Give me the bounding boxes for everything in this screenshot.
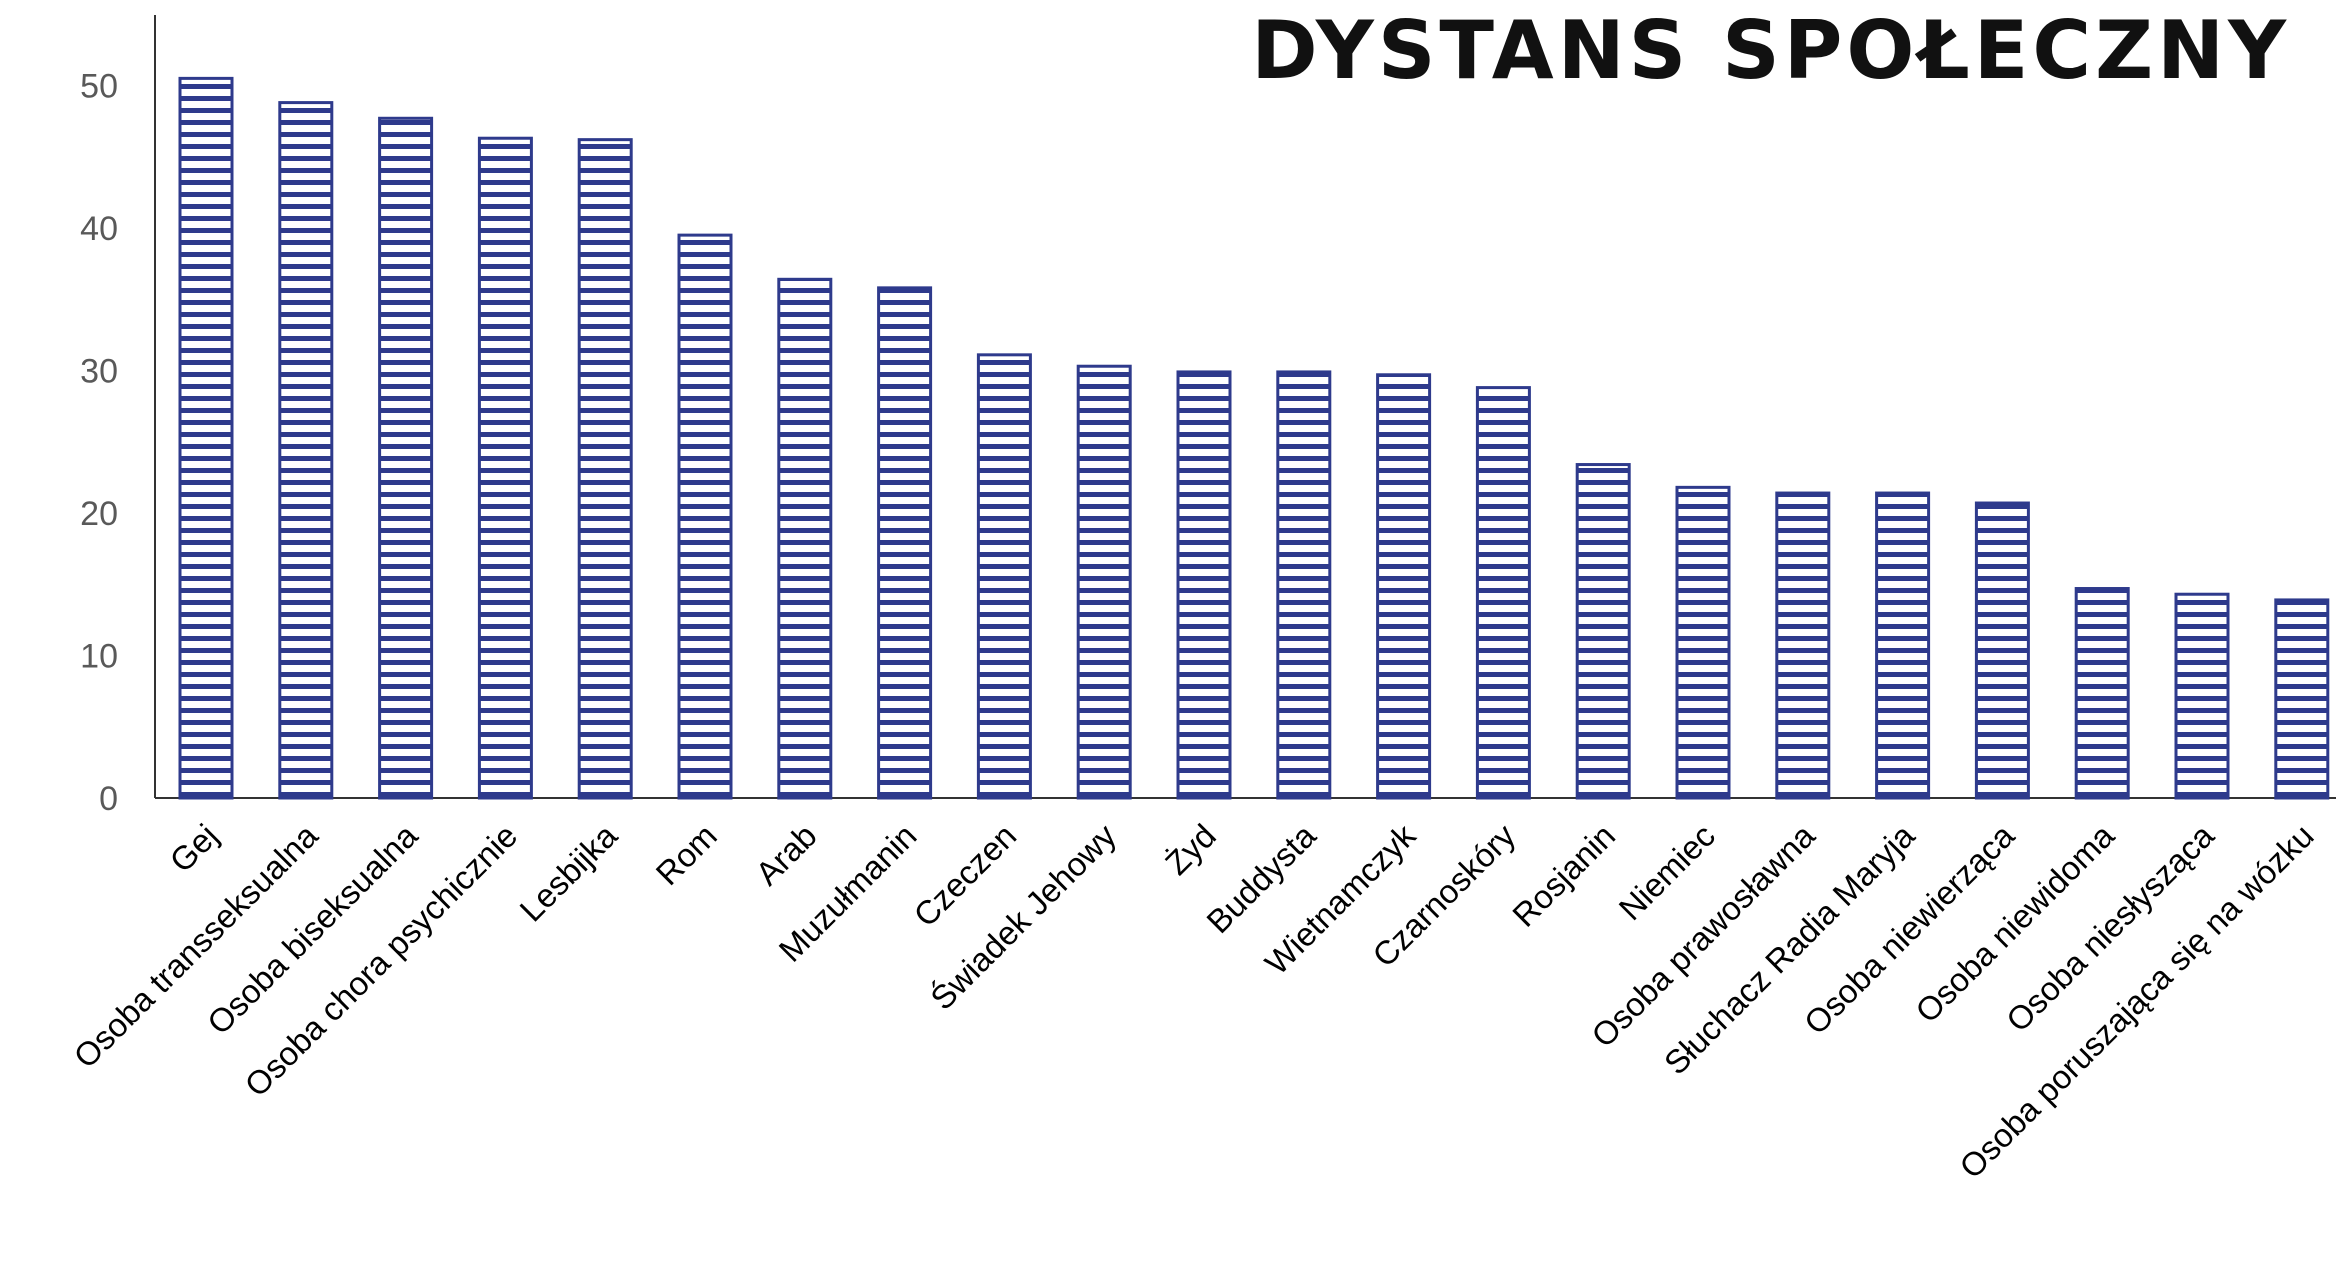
bar [1475,386,1531,800]
chart-title: DYSTANS SPOŁECZNY [1251,4,2290,97]
bar [1974,501,2030,800]
bar [278,101,334,800]
y-tick-label: 10 [80,638,118,676]
bar [2174,592,2230,800]
bar [976,353,1032,800]
bar [1775,491,1831,800]
y-tick-label: 50 [80,68,118,106]
bar [378,116,434,800]
x-tick-label: Lesbijka [512,816,624,928]
bar [477,136,533,800]
y-tick-label: 40 [80,210,118,248]
bar [1575,463,1631,800]
y-tick-label: 20 [80,495,118,533]
bar [777,277,833,800]
bars [178,76,2330,800]
bar [2074,587,2130,800]
x-tick-label: Gej [162,817,224,879]
bar [1376,373,1432,800]
bar [1276,370,1332,800]
x-tick-label: Osoba poruszająca się na wózku [1952,817,2321,1186]
bar [1076,364,1132,800]
bar [1675,485,1731,800]
y-tick-label: 0 [99,780,118,818]
bar [2274,598,2330,800]
bar [1875,491,1931,800]
bar [677,233,733,800]
x-tick-label: Rosjanin [1505,817,1622,934]
x-tick-label: Świadek Jehowy [922,816,1123,1017]
bar [877,286,933,800]
bar [178,76,234,800]
x-tick-label: Żyd [1158,817,1223,882]
bar [1176,370,1232,800]
x-tick-label: Arab [748,817,823,892]
x-tick-label: Rom [649,817,724,892]
y-tick-label: 30 [80,353,118,391]
y-axis-ticks: 0 10 20 30 40 50 [80,68,118,819]
bar [577,138,633,800]
